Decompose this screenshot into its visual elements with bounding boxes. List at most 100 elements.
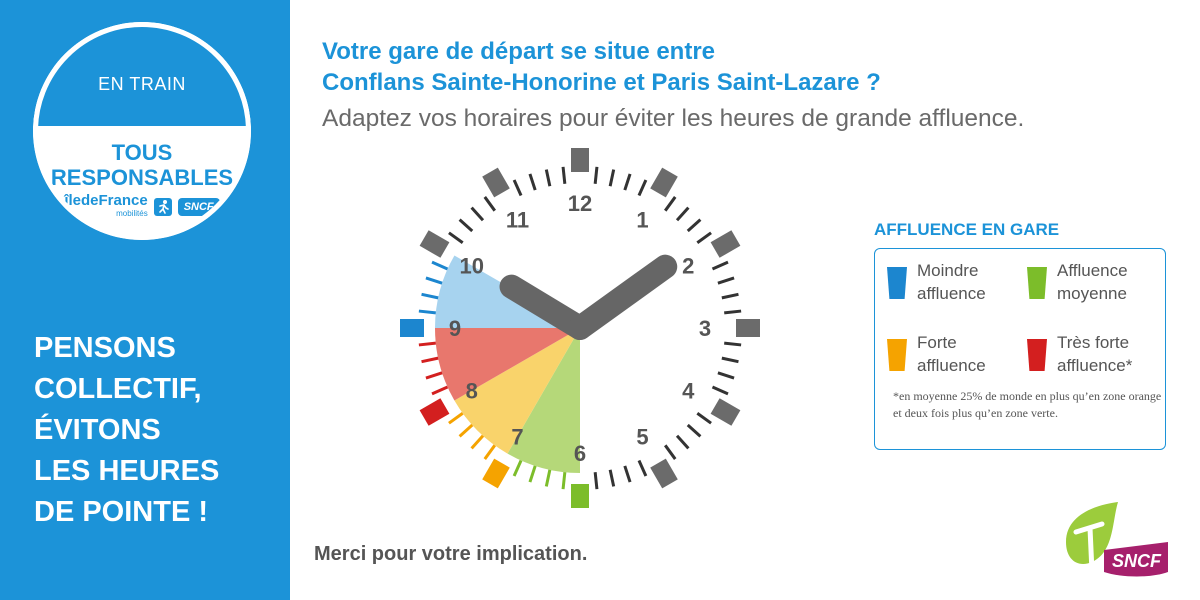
clock-hour-marker [710, 398, 741, 426]
legend-swatch-blue [887, 267, 907, 299]
clock-minute-tick [724, 341, 742, 347]
clock-minute-tick [418, 341, 436, 347]
clock-minute-tick [721, 356, 739, 364]
clock-hour-marker [736, 319, 760, 337]
legend-label-line2: affluence [917, 356, 986, 375]
clock-hour-marker [419, 398, 450, 426]
slogan-line: LES HEURES [34, 455, 220, 487]
legend-label-line1: Forte [917, 333, 957, 352]
clock-number: 4 [682, 379, 695, 404]
legend-label: Très forte affluence* [1057, 331, 1132, 377]
clock-number: 7 [511, 424, 523, 449]
left-panel: EN TRAIN TOUS RESPONSABLES îledeFrance m… [0, 0, 290, 600]
clock-minute-tick [686, 218, 702, 233]
clock-number: 10 [460, 254, 484, 279]
clock-minute-tick [561, 166, 567, 184]
clock-segment-moyenne [507, 328, 580, 473]
legend-item-moindre: Moindre affluence [887, 259, 986, 305]
transilien-sncf-logos: SNCF [1066, 502, 1168, 588]
clock-number: 1 [636, 208, 648, 233]
legend-label-line2: moyenne [1057, 284, 1127, 303]
slogan-line: PENSONS [34, 332, 176, 364]
sncf-logo: SNCF [1112, 551, 1162, 571]
legend-item-moyenne: Affluence moyenne [1027, 259, 1128, 305]
clock-number: 8 [466, 379, 478, 404]
thanks-message: Merci pour votre implication. [314, 543, 588, 565]
clock-minute-tick [637, 459, 648, 477]
clock-minute-tick [431, 385, 449, 396]
clock-minute-tick [528, 173, 537, 191]
clock-minute-tick [483, 444, 496, 460]
slogan-line: ÉVITONS [34, 414, 161, 446]
legend-label-line1: Affluence [1057, 261, 1128, 280]
legend-label-line1: Moindre [917, 261, 979, 280]
clock-minute-tick [448, 412, 464, 425]
clock-hour-marker [419, 230, 450, 258]
clock-number: 5 [636, 424, 648, 449]
clock-minute-tick [711, 385, 729, 396]
clock-hour-marker [571, 148, 589, 172]
clock-minute-tick [431, 260, 449, 271]
legend-label: Moindre affluence [917, 259, 986, 305]
slogan-line: COLLECTIF, [34, 373, 202, 405]
clock-hour-marker [571, 484, 589, 508]
legend-swatch-green [1027, 267, 1047, 299]
clock-number: 11 [506, 208, 529, 233]
legend-label-line2: affluence [917, 284, 986, 303]
clock-minute-tick [483, 196, 496, 212]
clock-minute-tick [623, 465, 632, 483]
clock-segment-tres_forte [435, 328, 580, 401]
clock-minute-tick [470, 434, 485, 450]
clock-minute-tick [421, 292, 439, 300]
clock-number: 2 [682, 254, 694, 279]
clock-number: 3 [699, 316, 711, 341]
clock-minute-tick [593, 472, 599, 490]
headline-line2: Conflans Sainte-Honorine et Paris Saint-… [322, 69, 881, 96]
legend-item-forte: Forte affluence [887, 331, 986, 377]
clock-segment-forte [454, 328, 580, 454]
clock-hour-marker [482, 458, 510, 489]
clock-minute-tick [675, 206, 690, 222]
legend-label-line1: Très forte [1057, 333, 1130, 352]
clock-minute-tick [675, 434, 690, 450]
legend-label: Forte affluence [917, 331, 986, 377]
clock-minute-hand [568, 254, 678, 340]
clock-minute-tick [561, 472, 567, 490]
clock-hour-marker [650, 458, 678, 489]
clock-minute-tick [418, 309, 436, 315]
clock-minute-tick [425, 371, 443, 380]
clock-minute-tick [696, 412, 712, 425]
legend-swatch-red [1027, 339, 1047, 371]
clock-minute-tick [664, 196, 677, 212]
clock-minute-tick [458, 218, 474, 233]
slogan: PENSONS COLLECTIF, ÉVITONS LES HEURES DE… [34, 328, 274, 533]
clock-ticks [400, 148, 760, 508]
clock-minute-tick [664, 444, 677, 460]
slogan-line: DE POINTE ! [34, 496, 209, 528]
legend-footnote: *en moyenne 25% de monde en plus qu’en z… [893, 389, 1162, 420]
clock-minute-tick [711, 260, 729, 271]
clock-minute-tick [421, 356, 439, 364]
clock-hour-marker [400, 319, 424, 337]
legend-label-line2: affluence* [1057, 356, 1133, 375]
legend-title: AFFLUENCE EN GARE [874, 220, 1060, 239]
clock-hands [499, 254, 678, 340]
clock-number: 9 [449, 316, 461, 341]
badge-ring [33, 22, 251, 240]
clock-minute-tick [608, 469, 616, 487]
clock-minute-tick [425, 276, 443, 285]
clock-hour-marker [482, 167, 510, 198]
clock-minute-tick [717, 276, 735, 285]
clock-minute-tick [512, 459, 523, 477]
headline: Votre gare de départ se situe entre Conf… [322, 36, 881, 98]
clock-minute-tick [448, 231, 464, 244]
clock-minute-tick [623, 173, 632, 191]
clock-minute-tick [721, 292, 739, 300]
clock-hour-marker [710, 230, 741, 258]
legend-box: Moindre affluence Affluence moyenne Fort… [874, 248, 1166, 450]
clock-number: 12 [568, 191, 592, 216]
clock-minute-tick [608, 169, 616, 187]
clock-minute-tick [470, 206, 485, 222]
